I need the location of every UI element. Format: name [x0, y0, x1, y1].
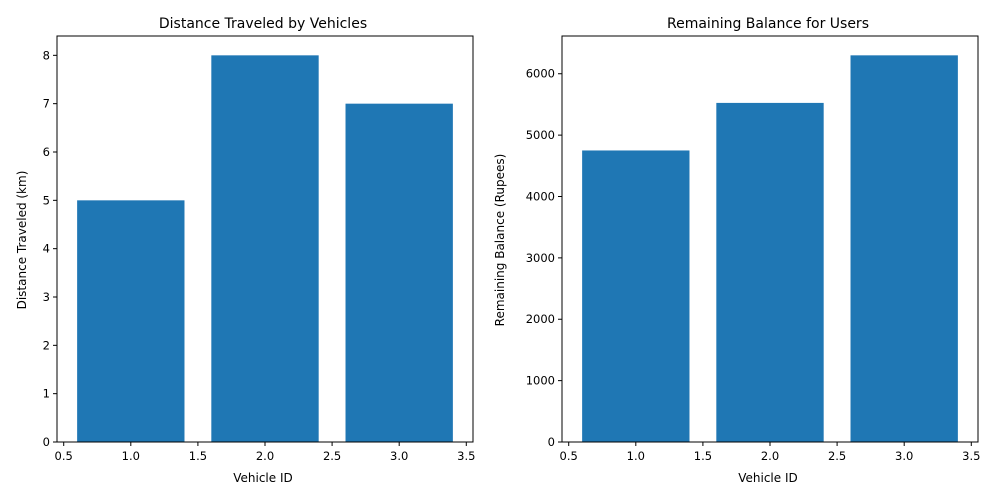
balance-y-tick-label: 0 — [548, 435, 555, 449]
distance-chart-title: Distance Traveled by Vehicles — [159, 16, 367, 32]
balance-ticks: 0.5 1.0 1.5 2.0 2.5 3.0 3.5 0 1000 2000 3000 4000 50… — [526, 67, 981, 463]
balance-x-tick-label: 2.0 — [761, 449, 779, 463]
balance-bars — [582, 55, 958, 442]
balance-chart-title: Remaining Balance for Users — [667, 16, 869, 32]
distance-bar-1 — [77, 200, 185, 442]
balance-y-tick-label: 1000 — [526, 374, 555, 388]
balance-x-tick-label: 2.5 — [828, 449, 846, 463]
distance-x-tick-label: 2.5 — [323, 449, 341, 463]
balance-chart: Remaining Balance for Users 0.5 1.0 1.5 2.0… — [493, 16, 980, 485]
balance-x-tick-label: 0.5 — [560, 449, 578, 463]
balance-y-tick-label: 2000 — [526, 312, 555, 326]
distance-bars — [77, 55, 453, 443]
distance-y-tick-label: 2 — [43, 338, 50, 352]
distance-x-tick-label: 0.5 — [55, 449, 73, 463]
distance-chart: Distance Traveled by Vehicles 0.5 1.0 1.5 2… — [15, 16, 475, 485]
distance-y-tick-label: 1 — [43, 387, 50, 401]
balance-x-tick-label: 3.0 — [895, 449, 913, 463]
distance-bar-3 — [345, 103, 453, 443]
balance-plot-frame — [561, 35, 979, 443]
distance-y-tick-label: 8 — [43, 48, 50, 62]
balance-x-tick-label: 1.0 — [627, 449, 645, 463]
distance-x-axis-label: Vehicle ID — [233, 471, 293, 485]
distance-y-tick-label: 4 — [43, 242, 50, 256]
distance-y-tick-label: 3 — [43, 290, 50, 304]
distance-y-tick-label: 5 — [43, 193, 50, 207]
distance-x-tick-label: 1.5 — [189, 449, 207, 463]
distance-y-axis-label: Distance Traveled (km) — [15, 171, 29, 310]
distance-ticks: 0.5 1.0 1.5 2.0 2.5 3.0 3.5 0 1 2 3 4 5 6 7 8 — [43, 48, 476, 463]
balance-x-axis-label: Vehicle ID — [738, 471, 798, 485]
distance-plot-frame — [56, 35, 474, 443]
distance-x-tick-label: 2.0 — [256, 449, 274, 463]
distance-y-tick-label: 6 — [43, 145, 50, 159]
balance-y-tick-label: 6000 — [526, 67, 555, 81]
distance-x-tick-label: 3.0 — [390, 449, 408, 463]
balance-y-tick-label: 4000 — [526, 189, 555, 203]
balance-y-axis-label: Remaining Balance (Rupees) — [493, 154, 507, 327]
balance-x-tick-label: 1.5 — [694, 449, 712, 463]
distance-y-tick-label: 7 — [43, 97, 50, 111]
distance-y-tick-label: 0 — [43, 435, 50, 449]
balance-bar-3 — [850, 55, 958, 442]
distance-x-tick-label: 3.5 — [457, 449, 475, 463]
balance-y-tick-label: 3000 — [526, 251, 555, 265]
distance-bar-2 — [211, 55, 319, 442]
balance-y-tick-label: 5000 — [526, 128, 555, 142]
balance-x-tick-label: 3.5 — [962, 449, 980, 463]
balance-bar-2 — [716, 102, 824, 442]
distance-x-tick-label: 1.0 — [122, 449, 140, 463]
balance-bar-1 — [582, 150, 690, 442]
